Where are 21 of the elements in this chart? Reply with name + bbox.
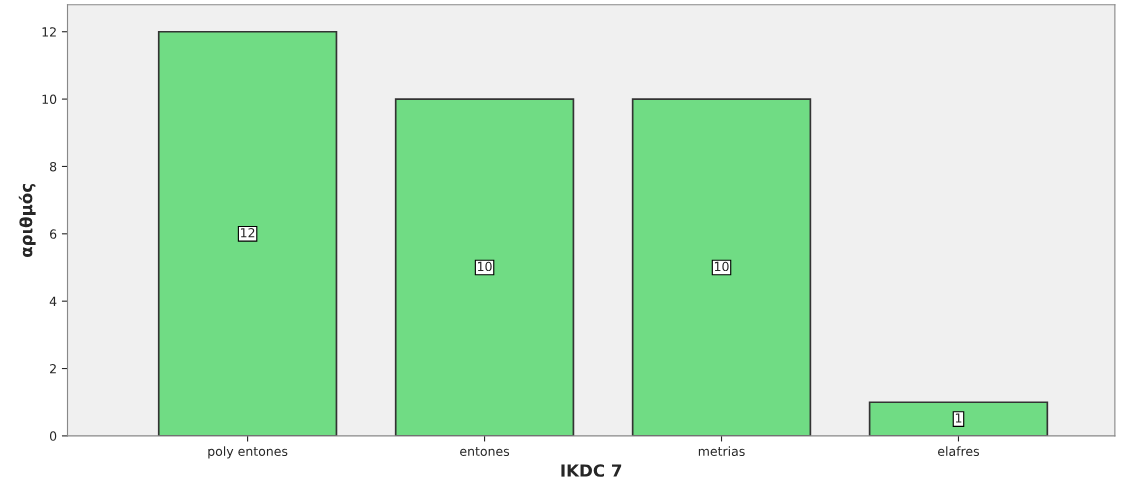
y-tick-label: 8 (49, 161, 57, 172)
data-label: 10 (714, 261, 729, 272)
y-tick-label: 2 (50, 364, 56, 374)
data-label: 1 (955, 413, 962, 423)
x-tick-label: elafres (938, 446, 980, 456)
x-axis-title: IKDC 7 (561, 464, 622, 477)
y-axis-title: αριθμός (18, 183, 36, 257)
x-tick-label: entones (460, 447, 510, 456)
y-tick-label: 10 (42, 94, 57, 105)
data-label: 12 (241, 227, 255, 238)
x-tick-label: poly entones (208, 446, 288, 459)
bar (631, 98, 812, 436)
bar (868, 401, 1049, 436)
bar (394, 98, 575, 436)
y-tick-label: 6 (50, 229, 57, 239)
x-tick-label: metrias (698, 446, 745, 456)
data-label: 10 (477, 261, 492, 272)
y-tick-label: 12 (42, 27, 56, 37)
y-tick-label: 4 (49, 296, 57, 306)
bar (157, 30, 338, 436)
y-tick-label: 0 (49, 431, 57, 441)
